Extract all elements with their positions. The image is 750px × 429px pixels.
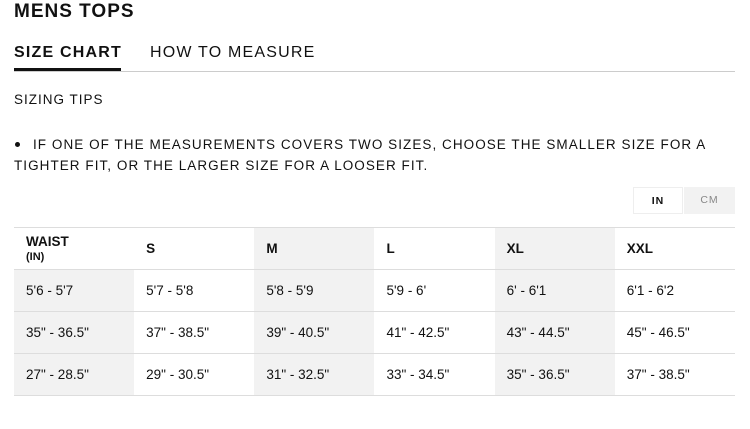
tab[interactable]: HOW TO MEASURE	[150, 44, 316, 61]
cell: 29" - 30.5"	[134, 353, 255, 396]
row: 27" - 28.5" 29" - 30.5" 31" - 32.5" 33" - 3…	[14, 353, 735, 396]
cell: 39" - 40.5"	[254, 311, 375, 354]
cell: 6'1 - 6'2	[614, 269, 735, 312]
divider	[14, 71, 735, 72]
cell: 5'7 - 5'8	[134, 269, 255, 312]
row: 35" - 36.5" 37" - 38.5" 39" - 40.5" 41" - 4…	[14, 311, 735, 354]
header-cell: M	[254, 227, 375, 270]
header-cell: XXL	[614, 227, 735, 270]
cell: 43" - 44.5"	[494, 311, 615, 354]
cell: 37" - 38.5"	[614, 353, 735, 396]
cell: 6' - 6'1	[494, 269, 615, 312]
header-text: (IN)	[26, 251, 45, 263]
cell: 5'8 - 5'9	[254, 269, 375, 312]
cell: 41" - 42.5"	[374, 311, 495, 354]
section-heading: SIZING TIPS	[14, 92, 104, 107]
size-table: WAIST (IN) S M L XL XXL 5'6 - 5'7 5'7 - 5'8 5'8 -…	[14, 227, 735, 396]
header-cell: WAIST (IN)	[14, 227, 135, 270]
tab[interactable]: SIZE CHART	[14, 44, 122, 61]
cell: 31" - 32.5"	[254, 353, 375, 396]
cell: 33" - 34.5"	[374, 353, 495, 396]
unit-toggle[interactable]: CM	[684, 187, 735, 214]
header-text: WAIST	[26, 234, 69, 249]
title: MENS TOPS	[14, 1, 135, 22]
cell: 45" - 46.5"	[614, 311, 735, 354]
header-row: WAIST (IN) S M L XL XXL	[14, 227, 735, 270]
cell: 37" - 38.5"	[134, 311, 255, 354]
header-cell: XL	[494, 227, 615, 270]
cell: 27" - 28.5"	[14, 353, 135, 396]
header-cell: L	[374, 227, 495, 270]
tip-text: IF ONE OF THE MEASUREMENTS COVERS TWO SI…	[14, 137, 706, 173]
row: 5'6 - 5'7 5'7 - 5'8 5'8 - 5'9 5'9 - 6' 6' - …	[14, 269, 735, 312]
header-cell: S	[134, 227, 255, 270]
cell: 35" - 36.5"	[494, 353, 615, 396]
unit-toggle[interactable]: IN	[633, 187, 683, 214]
bullet	[15, 142, 20, 147]
cell: 35" - 36.5"	[14, 311, 135, 354]
cell: 5'9 - 6'	[374, 269, 495, 312]
cell: 5'6 - 5'7	[14, 269, 135, 312]
tab-indicator	[14, 68, 121, 71]
